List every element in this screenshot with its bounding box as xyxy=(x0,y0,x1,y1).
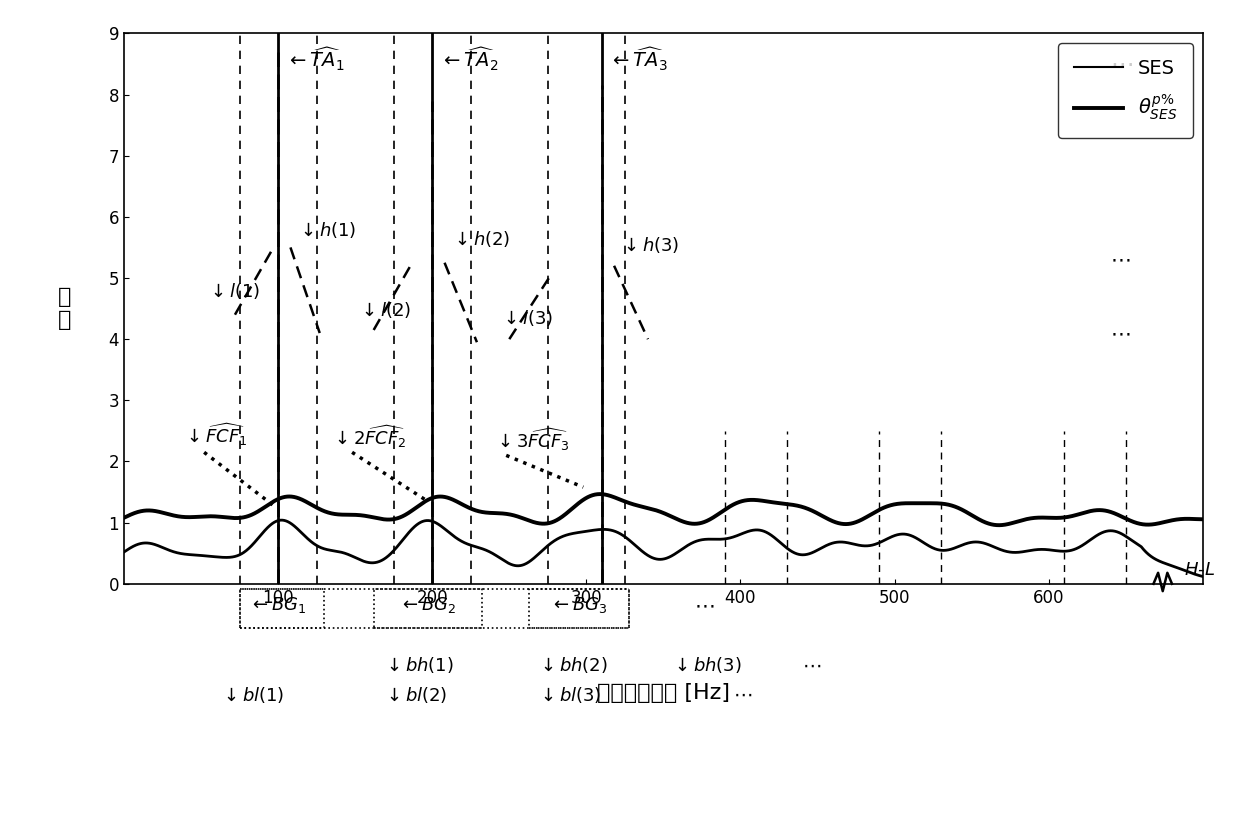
Text: $\cdots$: $\cdots$ xyxy=(1110,249,1131,269)
Text: $\downarrow l(1)$: $\downarrow l(1)$ xyxy=(207,281,260,301)
Text: $\downarrow bh(2)$: $\downarrow bh(2)$ xyxy=(537,656,608,676)
Text: $\downarrow h(1)$: $\downarrow h(1)$ xyxy=(296,220,356,240)
Text: $\downarrow bh(1)$: $\downarrow bh(1)$ xyxy=(383,656,454,676)
Text: $\cdots$: $\cdots$ xyxy=(1110,323,1131,343)
Text: $\downarrow bl(1)$: $\downarrow bl(1)$ xyxy=(219,685,284,705)
Text: $\leftarrow \widehat{TA}_3$: $\leftarrow \widehat{TA}_3$ xyxy=(610,45,668,73)
Legend: SES, $\theta_{SES}^{p\%}$: SES, $\theta_{SES}^{p\%}$ xyxy=(1059,43,1193,138)
Text: $\downarrow l(3)$: $\downarrow l(3)$ xyxy=(500,308,553,328)
Text: $\downarrow 3\widehat{FCF}_3$: $\downarrow 3\widehat{FCF}_3$ xyxy=(494,427,570,453)
Text: $\downarrow bl(3)$: $\downarrow bl(3)$ xyxy=(537,685,601,705)
Bar xyxy=(529,589,630,628)
X-axis label: 离散循环频率 [Hz]: 离散循环频率 [Hz] xyxy=(596,683,730,703)
Text: $H$-$L$: $H$-$L$ xyxy=(1184,561,1215,579)
Text: $\downarrow \widehat{FCF}_1$: $\downarrow \widehat{FCF}_1$ xyxy=(182,422,247,448)
Text: $\leftarrow \widehat{TA}_2$: $\leftarrow \widehat{TA}_2$ xyxy=(440,45,498,73)
Text: $\cdots$: $\cdots$ xyxy=(733,685,751,704)
Text: $\leftarrow BG_2$: $\leftarrow BG_2$ xyxy=(399,595,456,615)
Text: $\downarrow l(2)$: $\downarrow l(2)$ xyxy=(358,299,412,319)
Text: $\leftarrow \widehat{TA}_1$: $\leftarrow \widehat{TA}_1$ xyxy=(285,45,345,73)
Text: $\downarrow bh(3)$: $\downarrow bh(3)$ xyxy=(671,656,742,676)
Bar xyxy=(239,589,325,628)
Text: $\leftarrow BG_1$: $\leftarrow BG_1$ xyxy=(249,595,306,615)
Text: $\leftarrow BG_3$: $\leftarrow BG_3$ xyxy=(551,595,608,615)
Text: $\cdots$: $\cdots$ xyxy=(1110,51,1133,75)
Text: $\downarrow 2\widehat{FCF}_2$: $\downarrow 2\widehat{FCF}_2$ xyxy=(331,425,407,450)
Text: $\downarrow h(2)$: $\downarrow h(2)$ xyxy=(450,229,510,249)
Text: $\downarrow h(3)$: $\downarrow h(3)$ xyxy=(620,235,680,255)
Text: $\cdots$: $\cdots$ xyxy=(802,656,821,675)
Text: $\cdots$: $\cdots$ xyxy=(694,595,714,615)
Text: $\downarrow bl(2)$: $\downarrow bl(2)$ xyxy=(383,685,448,705)
Bar xyxy=(373,589,481,628)
Y-axis label: 幅
值: 幅 值 xyxy=(58,287,72,330)
